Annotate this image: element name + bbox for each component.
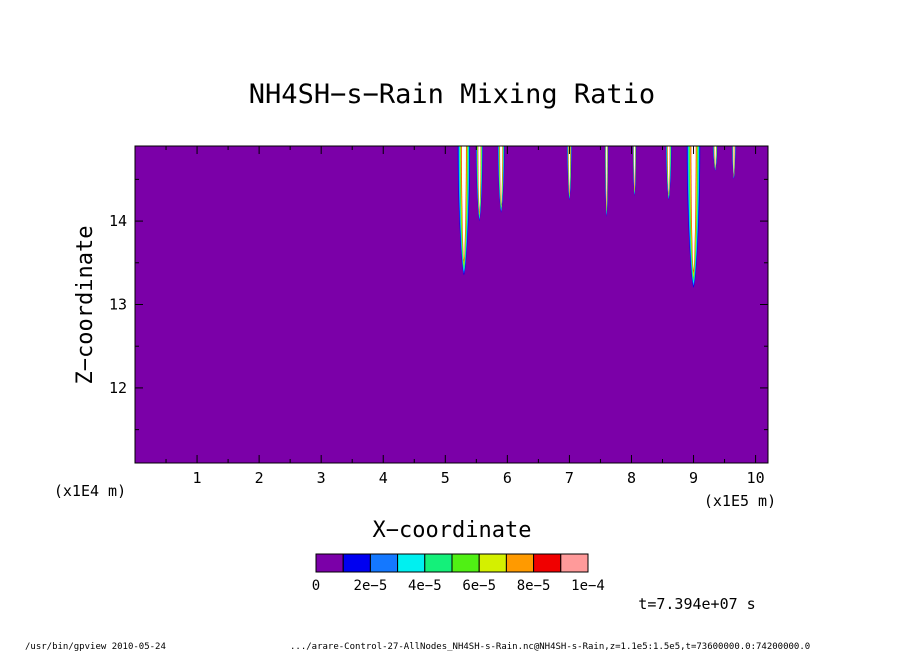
- plume-6: [632, 146, 637, 197]
- colorbar-swatch: [451, 553, 480, 573]
- chart-title: NH4SH−s−Rain Mixing Ratio: [249, 79, 655, 110]
- x-tick-label: 10: [747, 469, 765, 487]
- plume-2: [476, 146, 483, 222]
- colorbar-label: 0: [312, 578, 320, 594]
- plume-1: [457, 146, 471, 276]
- x-tick-label: 7: [565, 469, 574, 487]
- plume-9: [713, 146, 718, 172]
- plume-3: [497, 146, 505, 213]
- colorbar-swatch: [369, 553, 399, 573]
- plume-8: [686, 146, 701, 288]
- x-tick-label: 9: [689, 469, 698, 487]
- colorbar-label: 8e−5: [517, 578, 551, 594]
- x-tick-label: 3: [317, 469, 326, 487]
- plume-layer: [606, 146, 608, 209]
- plume-7: [665, 146, 672, 201]
- plume-5: [604, 146, 609, 217]
- x-tick-label: 6: [503, 469, 512, 487]
- y-tick-label: 14: [109, 212, 127, 230]
- x-axis-scale-label: (x1E5 m): [704, 492, 776, 510]
- plume-layer: [568, 146, 571, 194]
- colorbar: 0 2e−5 4e−5 6e−5 8e−5 1e−4: [312, 553, 605, 594]
- x-tick-label: 1: [193, 469, 202, 487]
- colorbar-label: 4e−5: [408, 578, 442, 594]
- plot-area: [134, 145, 769, 464]
- plume-layer: [461, 146, 466, 260]
- plume-4: [567, 146, 572, 201]
- plume-layer: [691, 146, 696, 271]
- plume-layer: [714, 146, 716, 168]
- plume-layer: [500, 146, 503, 205]
- plume-layer: [667, 146, 670, 194]
- x-tick-label: 8: [627, 469, 636, 487]
- x-tick-label: 2: [255, 469, 264, 487]
- plume-layer: [634, 146, 636, 190]
- plume-layer: [733, 146, 735, 176]
- plume-10: [732, 146, 736, 180]
- colorbar-swatch: [533, 553, 562, 573]
- plot-background: [135, 146, 768, 463]
- x-tick-label: 5: [441, 469, 450, 487]
- colorbar-swatch: [424, 553, 453, 573]
- y-tick-label: 13: [109, 296, 127, 314]
- colorbar-swatch: [397, 553, 426, 573]
- y-axis-label: Z−coordinate: [73, 226, 98, 385]
- footer-left: /usr/bin/gpview 2010-05-24: [25, 642, 166, 652]
- colorbar-label: 1e−4: [571, 578, 605, 594]
- time-label: t=7.394e+07 s: [638, 595, 755, 613]
- y-axis-scale-label: (x1E4 m): [54, 482, 126, 500]
- colorbar-swatch: [505, 553, 535, 573]
- footer-right: .../arare-Control-27-AllNodes_NH4SH-s-Ra…: [290, 642, 811, 652]
- plume-layer: [478, 146, 481, 212]
- colorbar-swatch: [342, 553, 371, 573]
- colorbar-label: 2e−5: [354, 578, 388, 594]
- colorbar-swatch: [560, 553, 589, 573]
- colorbar-swatch: [315, 553, 344, 573]
- x-axis-label: X−coordinate: [373, 518, 532, 543]
- colorbar-label: 6e−5: [462, 578, 496, 594]
- x-tick-label: 4: [379, 469, 388, 487]
- x-axis: 1 2 3 4 5 6 7 8 9 10: [165, 146, 765, 487]
- colorbar-swatch: [478, 553, 507, 573]
- y-tick-label: 12: [109, 379, 127, 397]
- y-axis: 12 13 14: [109, 178, 768, 431]
